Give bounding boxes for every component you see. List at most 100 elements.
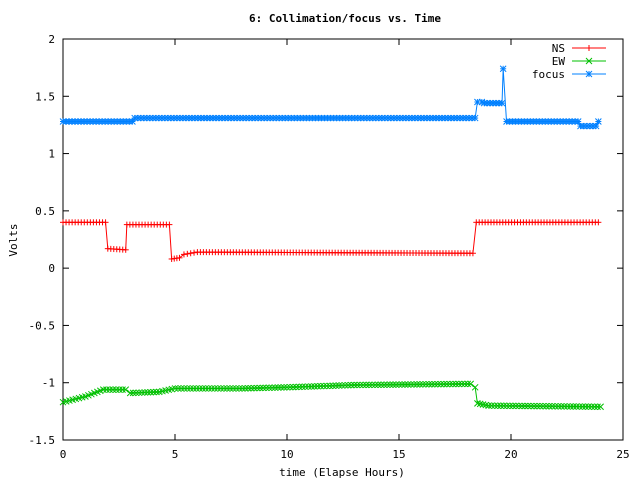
- data-point: [245, 114, 253, 122]
- series-ew: [59, 380, 604, 411]
- data-point: [112, 386, 120, 393]
- data-point: [177, 385, 185, 392]
- plot-frame: [62, 38, 624, 441]
- data-point: [248, 114, 256, 122]
- data-point: [420, 114, 428, 122]
- data-point: [138, 389, 146, 396]
- data-point: [469, 250, 476, 257]
- data-point: [404, 381, 412, 388]
- data-point: [98, 118, 106, 125]
- data-point: [191, 249, 198, 256]
- data-point: [389, 381, 397, 388]
- series-focus: [59, 65, 602, 130]
- axes: 0 5 10 15 20 25 -1.5 -1 -0.5 0 0.5 1 1.5 2: [29, 33, 630, 461]
- data-point: [77, 118, 85, 125]
- data-point: [566, 403, 574, 410]
- data-point: [106, 386, 114, 393]
- data-point: [102, 219, 109, 226]
- data-point: [103, 386, 110, 393]
- data-point: [431, 380, 439, 388]
- series-line-ns: [63, 221, 599, 260]
- data-point: [161, 114, 169, 122]
- data-point: [419, 380, 427, 388]
- data-point: [512, 402, 520, 410]
- data-point: [524, 402, 532, 410]
- data-point: [330, 114, 337, 122]
- data-point: [194, 114, 202, 122]
- data-point: [227, 114, 235, 122]
- data-point: [530, 402, 538, 410]
- data-point: [500, 402, 508, 410]
- data-point: [582, 403, 589, 410]
- y-tick-label: 0: [48, 262, 55, 275]
- data-point: [119, 386, 126, 393]
- data-point: [320, 382, 328, 390]
- y-tick-label: -1: [42, 377, 55, 390]
- legend-marker-focus: [585, 70, 593, 78]
- data-point: [189, 385, 197, 392]
- data-point: [229, 385, 237, 392]
- data-point: [196, 385, 203, 392]
- data-point: [150, 388, 157, 396]
- data-point: [205, 385, 212, 392]
- data-point: [262, 384, 270, 392]
- data-point: [187, 250, 194, 257]
- data-point: [342, 114, 349, 122]
- data-point: [498, 99, 506, 107]
- data-point: [591, 403, 598, 411]
- y-tick-label: -1.5: [29, 434, 56, 447]
- data-point: [166, 221, 173, 228]
- data-point: [211, 385, 219, 392]
- data-point: [253, 384, 261, 392]
- data-point: [368, 381, 376, 389]
- data-point: [597, 403, 604, 411]
- data-point: [338, 382, 346, 389]
- data-point: [265, 384, 273, 392]
- data-point: [413, 381, 421, 388]
- data-point: [503, 402, 511, 410]
- data-point: [141, 389, 149, 396]
- x-tick-label: 25: [616, 448, 629, 461]
- data-point: [215, 114, 223, 122]
- data-point: [595, 118, 602, 125]
- data-point: [518, 402, 526, 410]
- data-point: [247, 384, 255, 392]
- data-point: [423, 114, 431, 122]
- x-tick-label: 5: [172, 448, 179, 461]
- data-point: [491, 402, 499, 410]
- data-point: [233, 114, 241, 122]
- data-point: [277, 384, 285, 391]
- data-point: [294, 114, 301, 122]
- data-point: [291, 114, 298, 122]
- data-point: [176, 254, 183, 261]
- data-point: [164, 114, 172, 122]
- data-point: [184, 250, 191, 257]
- data-point: [359, 381, 367, 389]
- data-point: [230, 114, 238, 122]
- data-point: [464, 380, 472, 388]
- data-point: [365, 381, 373, 389]
- data-point: [407, 381, 415, 388]
- data-point: [218, 114, 226, 122]
- data-point: [122, 386, 130, 393]
- data-point: [104, 118, 112, 125]
- data-point: [208, 385, 216, 392]
- data-point: [434, 380, 442, 388]
- data-point: [134, 114, 142, 122]
- data-point: [411, 114, 419, 122]
- data-point: [144, 388, 152, 396]
- data-point: [259, 384, 267, 392]
- data-point: [396, 114, 404, 122]
- data-point: [317, 382, 324, 390]
- data-point: [329, 382, 337, 390]
- data-point: [83, 118, 91, 125]
- data-point: [467, 380, 475, 388]
- data-point: [410, 381, 418, 388]
- data-point: [324, 114, 331, 122]
- data-point: [594, 403, 601, 411]
- data-point: [186, 385, 194, 392]
- data-point: [223, 385, 231, 392]
- data-point: [348, 114, 355, 122]
- data-point: [380, 381, 388, 389]
- data-point: [311, 383, 318, 390]
